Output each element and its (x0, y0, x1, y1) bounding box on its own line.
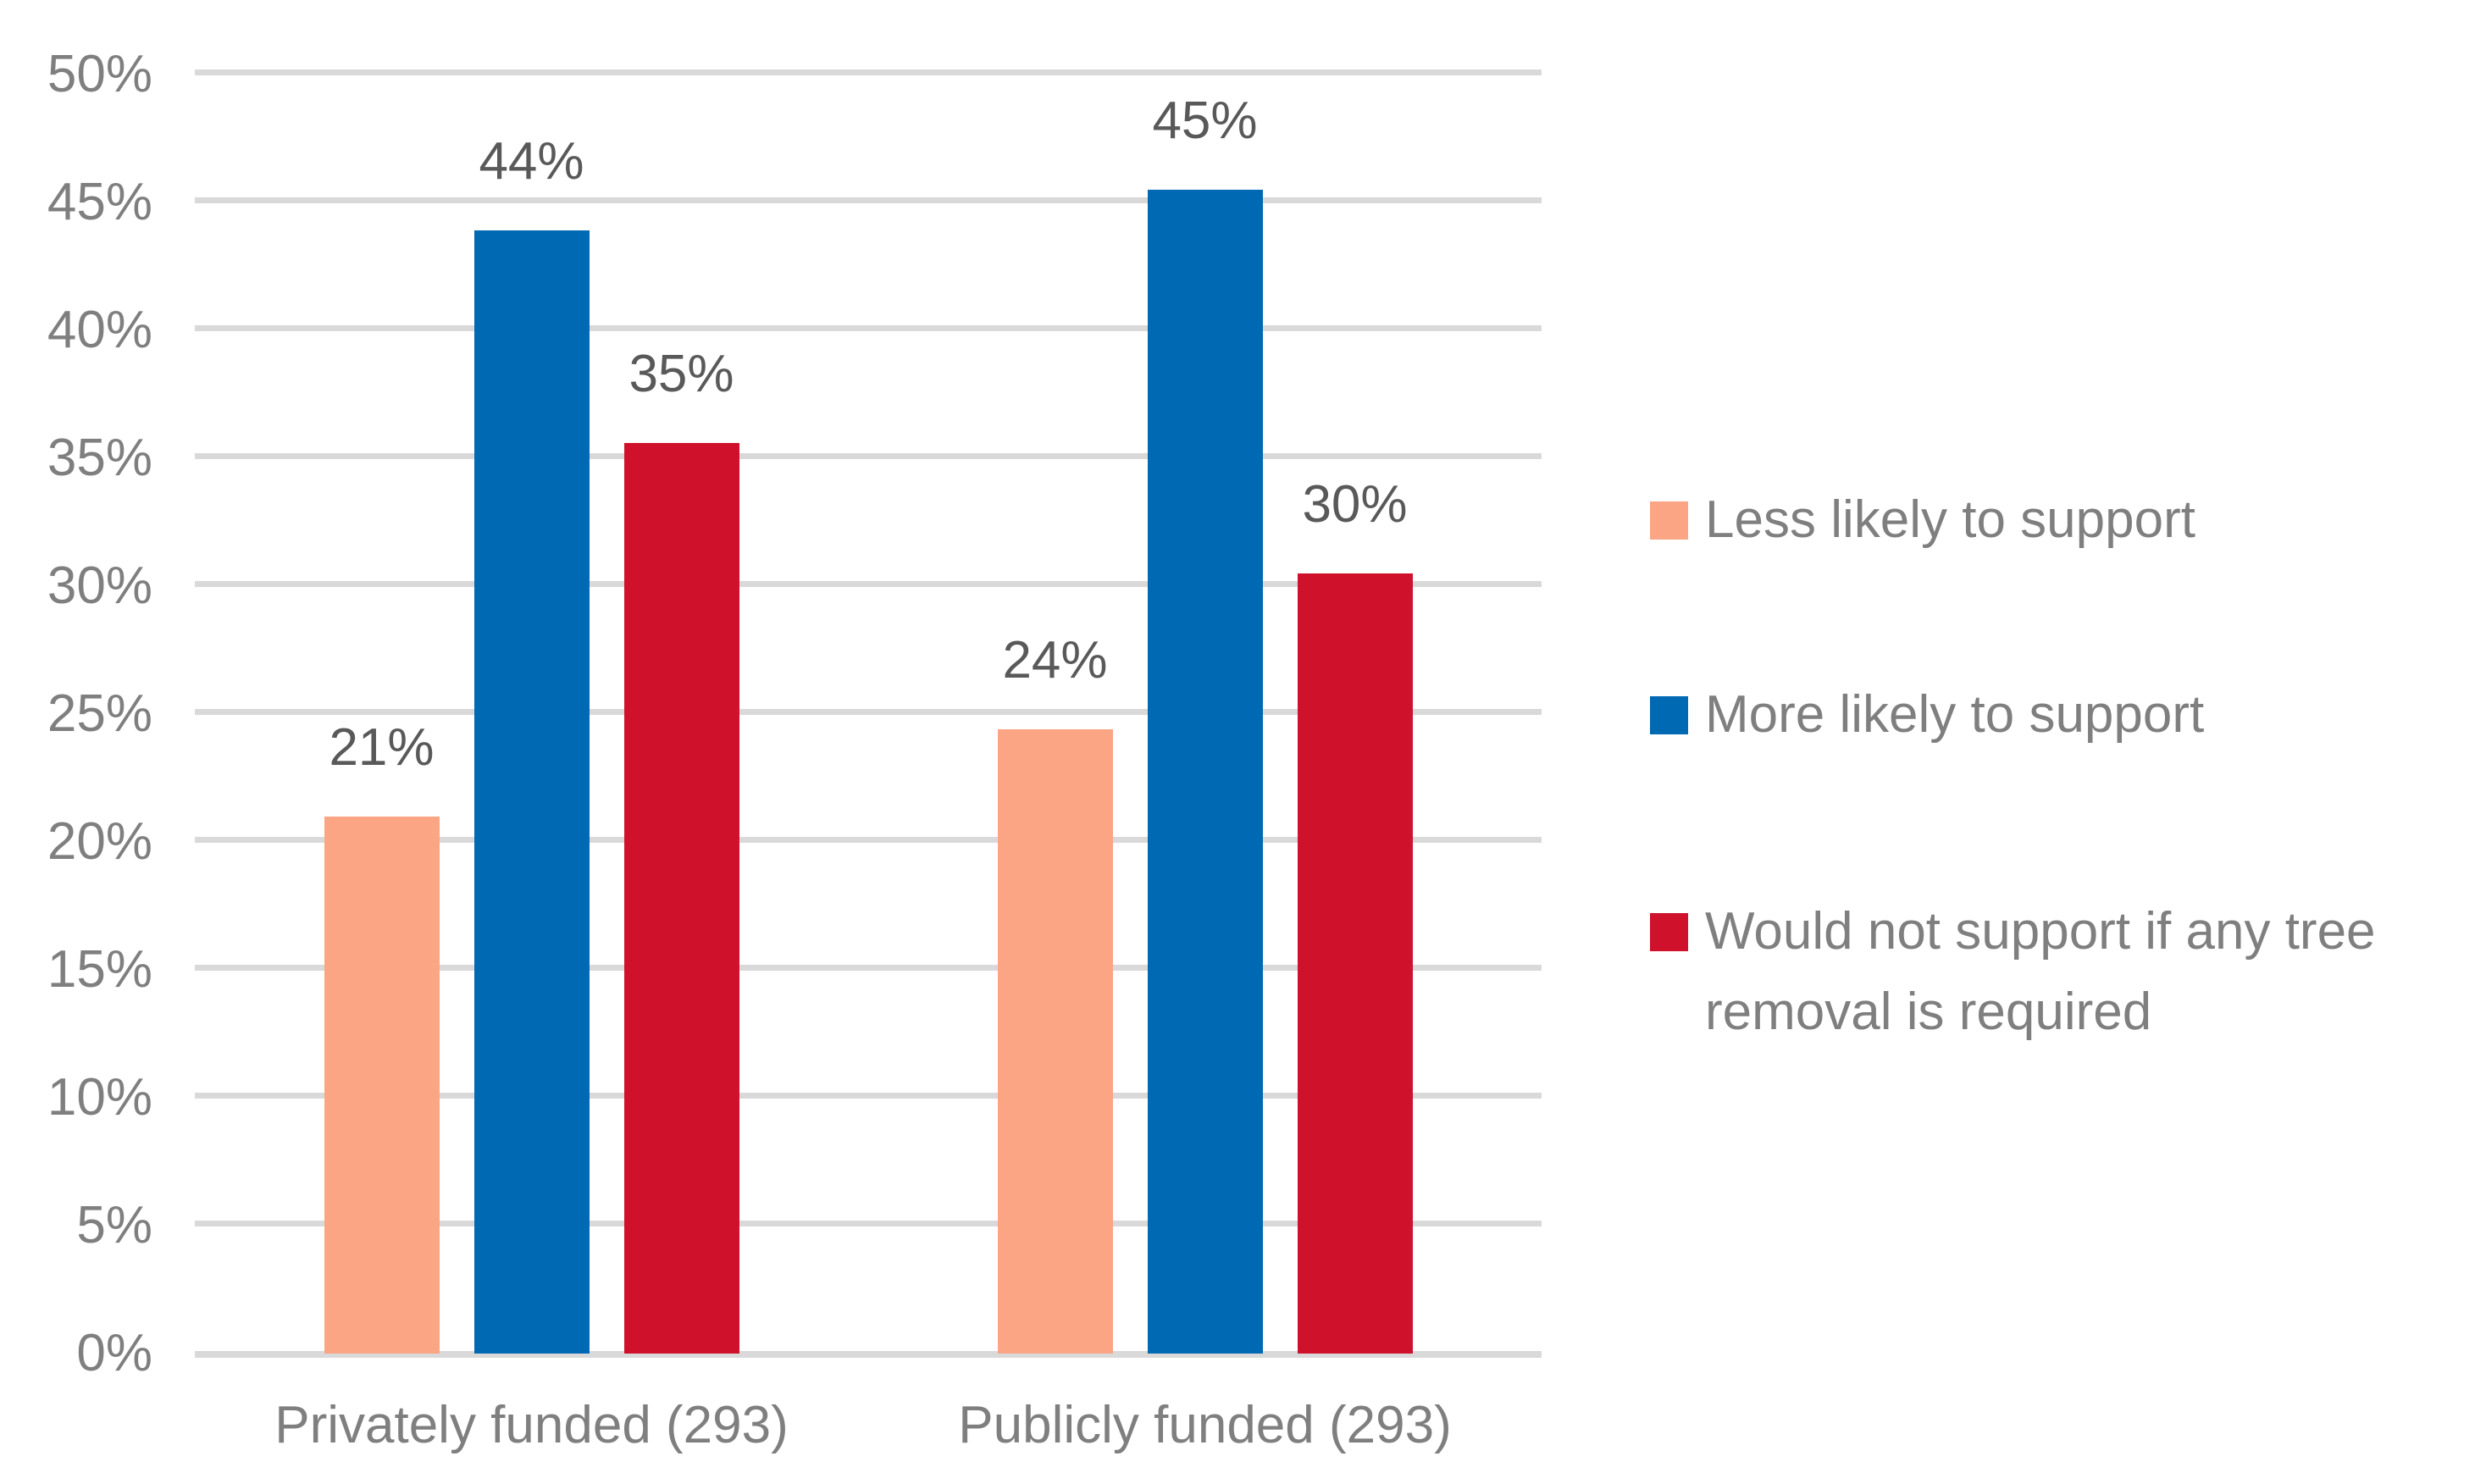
bar-value-label: 45% (1152, 91, 1258, 150)
y-tick-label: 45% (47, 173, 152, 231)
gridline (195, 837, 1542, 843)
x-category-label: Publicly funded (293) (958, 1396, 1452, 1454)
y-tick-label: 25% (47, 684, 152, 743)
legend-swatch-icon (1650, 913, 1688, 951)
legend-swatch-icon (1650, 501, 1688, 540)
bar (473, 230, 590, 1354)
gridline (195, 453, 1542, 459)
x-category-label: Privately funded (293) (274, 1396, 789, 1454)
y-tick-label: 50% (47, 45, 152, 103)
gridline (195, 581, 1542, 587)
bar (997, 729, 1113, 1354)
legend-label: Would not support if any tree removal is… (1705, 902, 2376, 1041)
y-tick-label: 20% (47, 812, 152, 871)
legend-swatch-icon (1650, 696, 1688, 734)
gridline (195, 69, 1542, 75)
bar-value-label: 35% (628, 344, 734, 403)
y-tick-label: 5% (76, 1196, 152, 1254)
legend-item: Would not support if any tree removal is… (1650, 891, 2472, 1052)
y-tick-label: 35% (47, 429, 152, 487)
bar-value-label: 21% (329, 717, 435, 777)
gridline (195, 965, 1542, 971)
legend-label: More likely to support (1705, 685, 2205, 744)
bar (1147, 189, 1263, 1354)
legend-label: Less likely to support (1705, 490, 2195, 549)
legend-item: Less likely to support (1650, 479, 2472, 560)
y-tick-label: 10% (47, 1068, 152, 1127)
y-tick-label: 40% (47, 301, 152, 359)
bar (324, 816, 440, 1354)
y-tick-label: 0% (76, 1324, 152, 1382)
gridline (195, 709, 1542, 715)
bar-value-label: 44% (479, 132, 584, 191)
gridline (195, 1093, 1542, 1099)
gridline (195, 1221, 1542, 1227)
bar (623, 442, 739, 1354)
bar-value-label: 24% (1002, 631, 1108, 690)
bar-value-label: 30% (1302, 474, 1408, 534)
y-tick-label: 15% (47, 940, 152, 999)
gridline (195, 1351, 1542, 1358)
gridline (195, 325, 1542, 331)
legend-item: More likely to support (1650, 674, 2472, 755)
gridline (195, 197, 1542, 203)
bar (1297, 573, 1413, 1354)
y-tick-label: 30% (47, 556, 152, 615)
